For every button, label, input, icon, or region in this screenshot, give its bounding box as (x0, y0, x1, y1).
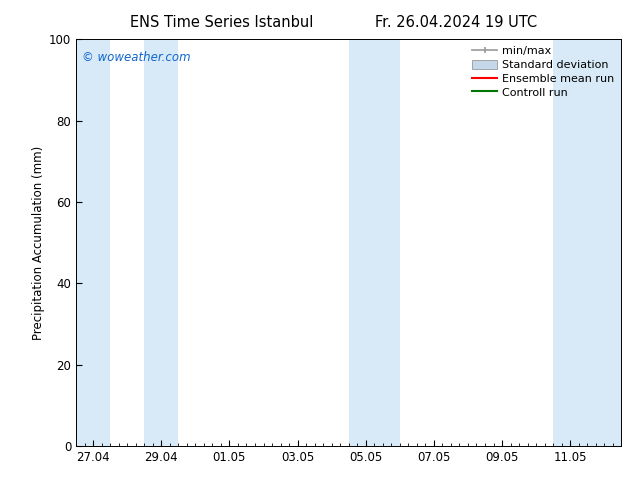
Text: © woweather.com: © woweather.com (82, 51, 190, 64)
Bar (76, 39, 110, 446)
Bar (144, 39, 178, 446)
Y-axis label: Precipitation Accumulation (mm): Precipitation Accumulation (mm) (32, 146, 45, 340)
Legend: min/max, Standard deviation, Ensemble mean run, Controll run: min/max, Standard deviation, Ensemble me… (468, 42, 619, 102)
Text: Fr. 26.04.2024 19 UTC: Fr. 26.04.2024 19 UTC (375, 15, 538, 30)
Text: ENS Time Series Istanbul: ENS Time Series Istanbul (130, 15, 314, 30)
Bar (349, 39, 400, 446)
Bar (553, 39, 621, 446)
